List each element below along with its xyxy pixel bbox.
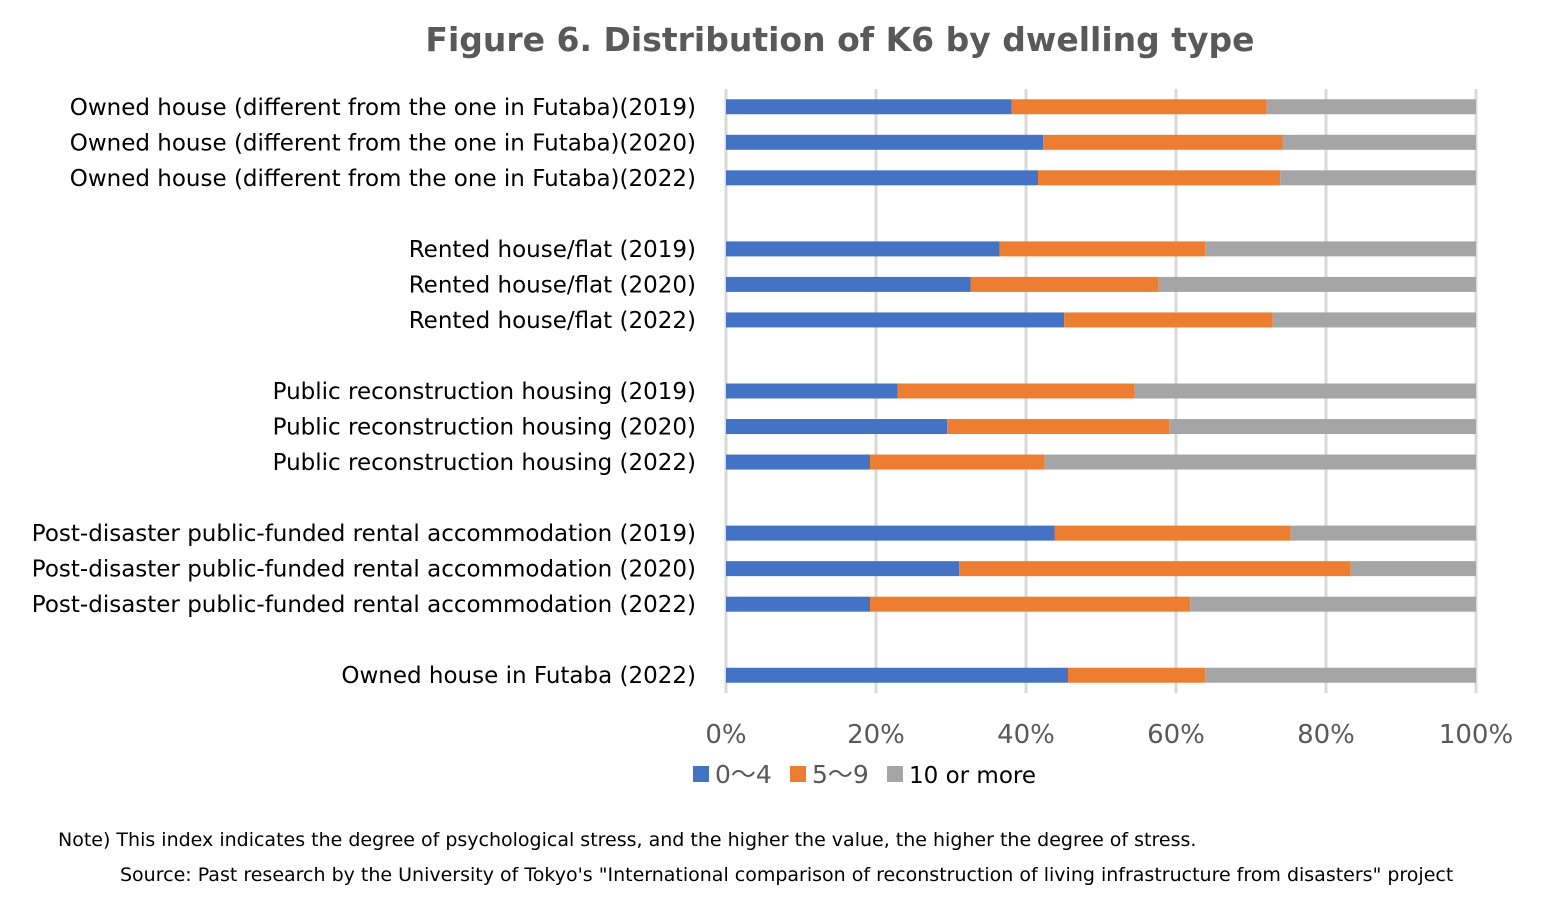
bar-segment-high: [1190, 596, 1476, 612]
bar-segment-low: [726, 276, 971, 292]
bar-segment-high: [1280, 170, 1476, 186]
bar-segment-high: [1350, 561, 1476, 577]
legend-swatch: [790, 766, 806, 782]
legend: 0～4 5～9 10 or more: [693, 760, 1036, 789]
bar-segment-mid: [1043, 134, 1283, 150]
x-tick-label: 80%: [1297, 720, 1355, 750]
bar-segment-mid: [870, 454, 1045, 470]
category-label: Rented house/flat (2020): [409, 272, 696, 298]
legend-swatch: [693, 766, 709, 782]
bar-segment-high: [1272, 312, 1476, 328]
category-label: Owned house (different from the one in F…: [70, 166, 696, 192]
bar-segment-high: [1158, 276, 1476, 292]
bar-segment-mid: [1068, 667, 1206, 683]
bar-segment-mid: [1054, 525, 1291, 541]
x-tick-label: 60%: [1147, 720, 1205, 750]
category-label: Owned house in Futaba (2022): [341, 663, 696, 689]
bar-segment-mid: [970, 276, 1159, 292]
bar-segment-low: [726, 667, 1068, 683]
legend-label: 5～9: [812, 760, 869, 789]
bar-segment-low: [726, 134, 1044, 150]
bar-segment-high: [1169, 419, 1476, 435]
category-label: Post-disaster public-funded rental accom…: [32, 521, 696, 547]
bar-segment-low: [726, 241, 1000, 257]
bar-segment-high: [1134, 383, 1476, 399]
source-text: Source: Past research by the University …: [120, 864, 1454, 886]
legend-label: 0～4: [715, 760, 772, 789]
bar-segment-high: [1290, 525, 1476, 541]
chart-title: Figure 6. Distribution of K6 by dwelling…: [425, 20, 1255, 59]
category-label: Public reconstruction housing (2019): [273, 379, 696, 405]
category-label: Owned house (different from the one in F…: [70, 130, 696, 156]
note-text: Note) This index indicates the degree of…: [58, 829, 1197, 851]
bar-segment-low: [726, 170, 1038, 186]
bar-segment-high: [1044, 454, 1476, 470]
category-label: Post-disaster public-funded rental accom…: [32, 592, 696, 618]
x-tick-label: 0%: [705, 720, 746, 750]
bar-segment-mid: [959, 561, 1351, 577]
category-label: Post-disaster public-funded rental accom…: [32, 557, 696, 583]
category-label: Owned house (different from the one in F…: [70, 95, 696, 121]
bar-segment-low: [726, 596, 870, 612]
x-tick-labels: 0% 20% 40% 60% 80% 100%: [705, 720, 1513, 750]
legend-swatch: [887, 766, 903, 782]
bar-segment-high: [1282, 134, 1476, 150]
x-tick-label: 20%: [847, 720, 905, 750]
category-labels: Owned house (different from the one in F…: [32, 95, 696, 689]
x-tick-label: 40%: [997, 720, 1055, 750]
bar-segment-low: [726, 454, 870, 470]
bar-segment-mid: [1064, 312, 1273, 328]
bar-segment-low: [726, 312, 1065, 328]
bars: [726, 99, 1476, 683]
bar-segment-high: [1205, 667, 1476, 683]
category-label: Rented house/flat (2019): [409, 237, 696, 263]
bar-segment-mid: [1038, 170, 1281, 186]
x-tick-label: 100%: [1439, 720, 1513, 750]
bar-segment-low: [726, 419, 948, 435]
bar-segment-mid: [870, 596, 1191, 612]
bar-segment-mid: [1011, 99, 1267, 115]
bar-segment-low: [726, 525, 1055, 541]
bar-segment-low: [726, 561, 960, 577]
bar-segment-mid: [947, 419, 1170, 435]
legend-label: 10 or more: [909, 763, 1036, 789]
category-label: Public reconstruction housing (2022): [273, 450, 696, 476]
bar-segment-mid: [999, 241, 1206, 257]
category-label: Rented house/flat (2022): [409, 308, 696, 334]
bar-segment-mid: [897, 383, 1135, 399]
bar-segment-high: [1205, 241, 1476, 257]
bar-segment-low: [726, 383, 898, 399]
bar-segment-low: [726, 99, 1012, 115]
category-label: Public reconstruction housing (2020): [273, 415, 696, 441]
bar-segment-high: [1266, 99, 1476, 115]
